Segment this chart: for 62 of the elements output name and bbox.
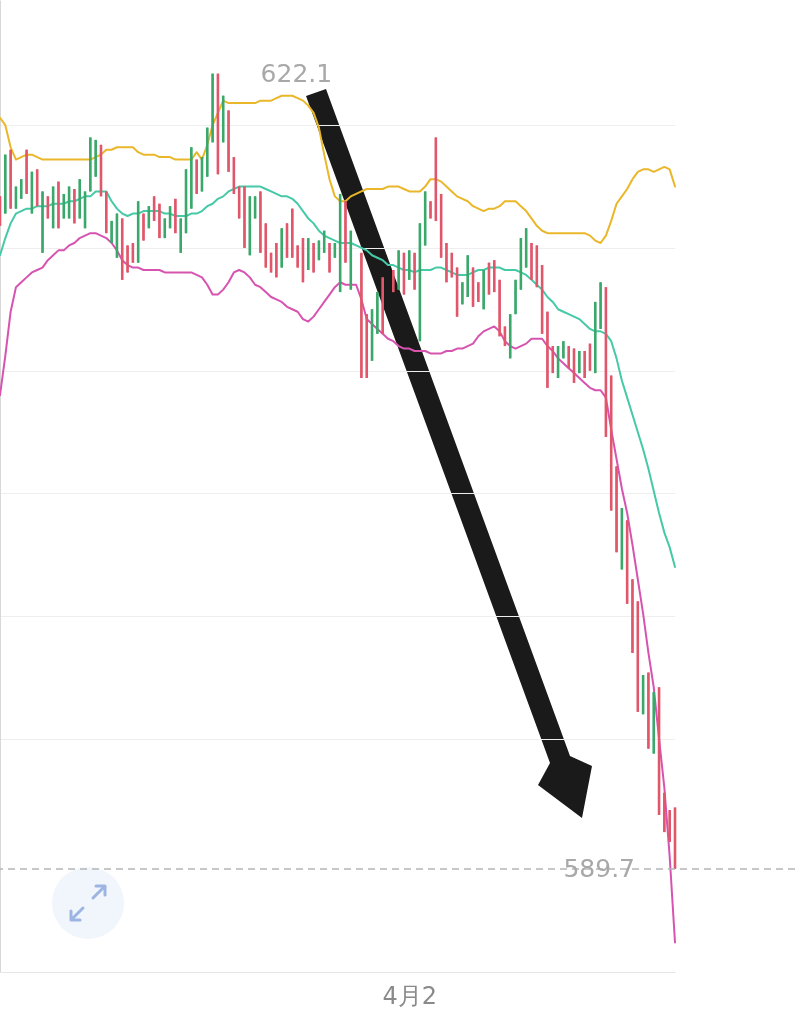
candlestick [376, 291, 379, 335]
candlestick [105, 190, 108, 234]
candlestick [312, 242, 315, 274]
candlestick [280, 227, 283, 269]
x-tick-label: 4月2 [382, 981, 438, 1010]
candlestick [514, 279, 517, 315]
candlestick [73, 188, 76, 225]
candlestick [445, 242, 448, 284]
candlestick [567, 345, 570, 369]
candlestick [57, 180, 60, 230]
candlestick [392, 269, 395, 293]
candlestick [477, 281, 480, 303]
candlestick [530, 242, 533, 281]
candlestick [593, 301, 597, 374]
annotation: 622.1 [260, 58, 333, 88]
candlestick [562, 340, 565, 360]
candlestick [190, 146, 193, 210]
candlestick [546, 310, 549, 389]
candlestick [291, 207, 294, 259]
candlestick [243, 185, 246, 249]
candlestick [668, 809, 671, 843]
candlestick [4, 153, 7, 215]
candlestick [19, 178, 23, 200]
candlestick [466, 254, 470, 298]
candlestick [25, 148, 28, 195]
candlestick [631, 578, 634, 654]
candlestick [492, 259, 496, 293]
candlestick [110, 220, 113, 244]
candlestick [9, 148, 12, 210]
candlestick [360, 252, 363, 379]
candlestick [429, 200, 432, 220]
candlestick [615, 465, 618, 554]
candlestick [41, 190, 44, 254]
candlestick [158, 202, 161, 239]
candlestick [89, 136, 92, 193]
annotation: 589.7 [563, 853, 635, 883]
candlestick [647, 671, 650, 750]
candlestick [227, 109, 230, 173]
candlestick [498, 279, 501, 338]
candlestick [174, 198, 177, 234]
candlestick [461, 281, 464, 306]
candlestick [663, 792, 666, 833]
candlestick [599, 281, 602, 330]
candlestick [179, 217, 183, 254]
candlestick [195, 158, 198, 195]
candlestick [259, 190, 262, 254]
candlestick [578, 350, 581, 374]
candlestick [78, 178, 82, 220]
candlestick [94, 139, 97, 178]
candlestick [275, 242, 278, 279]
candlestick [328, 242, 331, 274]
candlestick [142, 212, 145, 242]
candlestick [397, 249, 400, 291]
candlestick [413, 252, 416, 291]
candlestick [296, 244, 299, 269]
candlestick [344, 200, 347, 264]
candlestick [205, 126, 209, 178]
candlestick [211, 72, 214, 144]
candlestick [583, 350, 586, 379]
candlestick [381, 276, 384, 335]
candlestick [126, 244, 129, 274]
candlestick [482, 269, 485, 311]
